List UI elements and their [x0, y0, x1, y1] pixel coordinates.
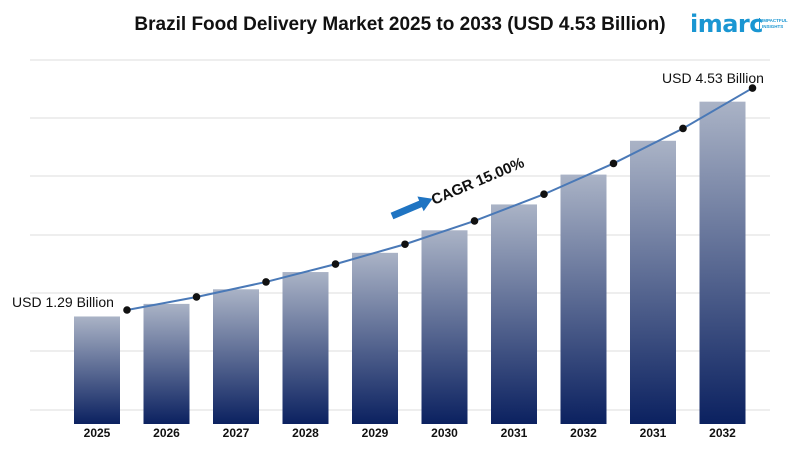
- bar-8: [630, 140, 676, 424]
- bars: [74, 101, 746, 424]
- bar-9: [699, 101, 746, 424]
- trend-point-6: [540, 190, 548, 199]
- trend-line-group: [123, 84, 757, 314]
- x-tick-label: 2028: [292, 426, 319, 440]
- trend-point-5: [470, 217, 479, 225]
- cagr-label: CAGR 15.00%: [429, 154, 527, 208]
- bar-3: [282, 272, 329, 424]
- trend-line: [126, 87, 754, 311]
- trend-point-1: [192, 293, 201, 301]
- trend-point-7: [609, 159, 618, 168]
- logo-wordmark: imarc: [690, 10, 764, 38]
- x-tick-label: 2030: [431, 426, 458, 440]
- x-tick-label: 2027: [223, 426, 250, 440]
- x-tick-label: 2029: [362, 426, 389, 440]
- end-value-label: USD 4.53 Billion: [662, 70, 764, 86]
- trend-point-2: [262, 278, 270, 286]
- bar-7: [560, 174, 607, 424]
- imarc-logo: imarc IMPACTFUL INSIGHTS: [690, 10, 790, 42]
- bar-6: [491, 204, 537, 424]
- x-tick-label: 2031: [640, 426, 667, 440]
- bar-2: [213, 289, 259, 424]
- chart-title: Brazil Food Delivery Market 2025 to 2033…: [134, 14, 666, 35]
- trend-point-0: [123, 306, 131, 314]
- x-axis-ticks: 2025 2026 2027 2028 2029 2030 2031 2032 2031 2032: [84, 426, 737, 440]
- bar-0: [74, 316, 120, 424]
- trend-point-4: [401, 240, 409, 249]
- start-value-label: USD 1.29 Billion: [12, 294, 114, 310]
- cagr-arrow-icon: [390, 196, 433, 220]
- trend-point-3: [331, 260, 340, 268]
- bar-5: [421, 230, 468, 424]
- x-tick-label: 2025: [84, 426, 111, 440]
- bar-4: [352, 252, 398, 424]
- x-tick-label: 2032: [570, 426, 597, 440]
- trend-point-8: [679, 124, 687, 133]
- logo-tagline: IMPACTFUL INSIGHTS: [759, 18, 794, 30]
- bar-1: [143, 303, 190, 424]
- x-tick-label: 2031: [501, 426, 528, 440]
- x-tick-label: 2026: [153, 426, 180, 440]
- trend-point-9: [748, 84, 757, 92]
- x-tick-label: 2032: [709, 426, 736, 440]
